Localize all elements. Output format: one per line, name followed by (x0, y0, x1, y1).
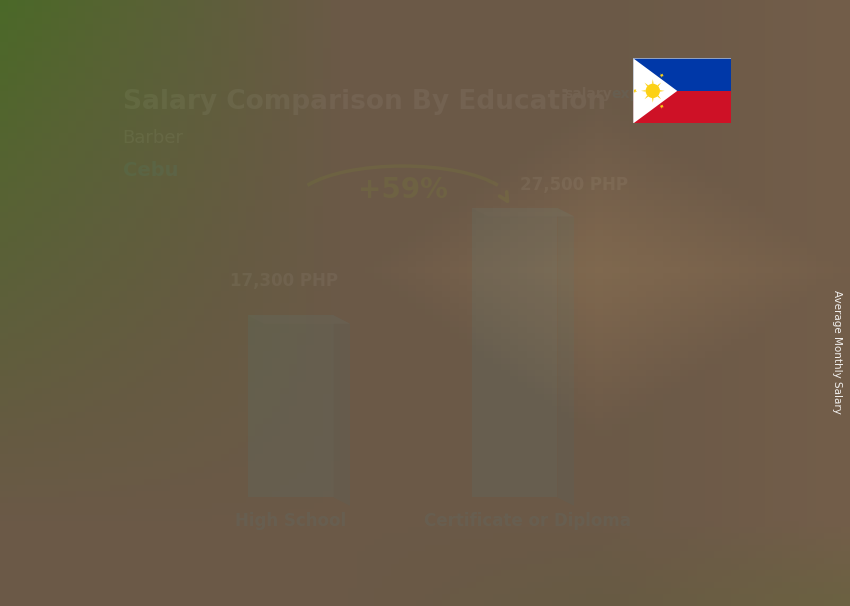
Text: Average Monthly Salary: Average Monthly Salary (832, 290, 842, 413)
Polygon shape (660, 73, 664, 78)
Polygon shape (660, 105, 664, 108)
Polygon shape (641, 90, 646, 92)
Text: Salary Comparison By Education: Salary Comparison By Education (122, 89, 606, 115)
Polygon shape (248, 315, 333, 498)
Text: Certificate or Diploma: Certificate or Diploma (424, 512, 632, 530)
Polygon shape (657, 82, 661, 87)
Text: Cebu: Cebu (122, 161, 178, 181)
Circle shape (646, 84, 660, 98)
Polygon shape (660, 90, 665, 92)
Text: Barber: Barber (122, 128, 184, 147)
Text: 17,300 PHP: 17,300 PHP (230, 271, 338, 290)
Text: explorer.com: explorer.com (611, 87, 713, 101)
Polygon shape (633, 91, 731, 124)
Polygon shape (633, 58, 731, 91)
Polygon shape (472, 208, 558, 498)
Polygon shape (644, 95, 649, 99)
Text: +59%: +59% (358, 176, 448, 204)
Polygon shape (472, 208, 574, 216)
Polygon shape (333, 315, 350, 506)
Text: salary: salary (564, 87, 612, 101)
Polygon shape (652, 98, 654, 102)
Polygon shape (633, 58, 677, 124)
Text: 27,500 PHP: 27,500 PHP (520, 176, 628, 194)
Polygon shape (644, 82, 649, 87)
Polygon shape (248, 315, 350, 324)
Polygon shape (652, 79, 654, 84)
Polygon shape (558, 208, 574, 506)
Polygon shape (657, 95, 661, 99)
Polygon shape (632, 89, 637, 93)
Text: High School: High School (235, 512, 346, 530)
